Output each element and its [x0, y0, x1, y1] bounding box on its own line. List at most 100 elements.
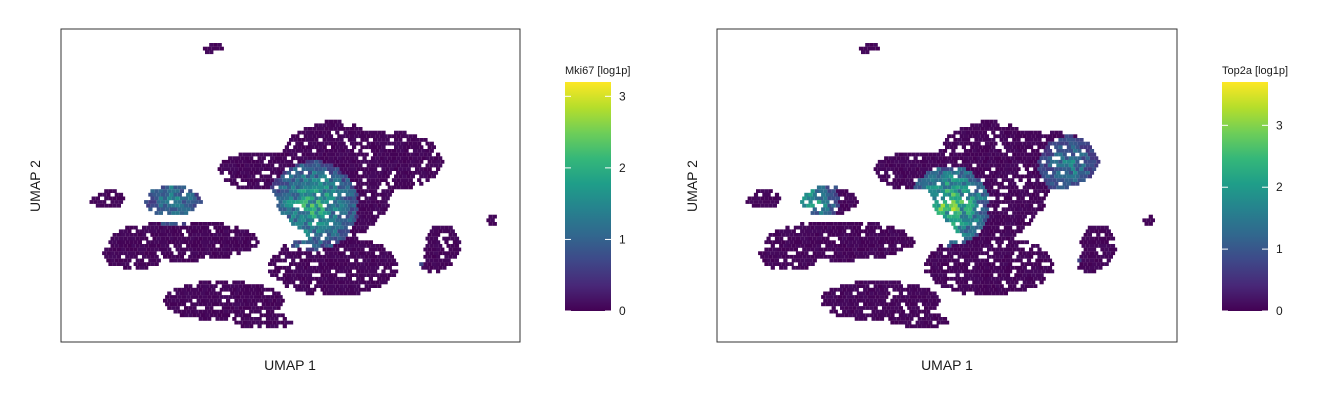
- hexbin-cell: [274, 324, 279, 329]
- colorbar-tick-label: 2: [1276, 180, 1283, 194]
- hexbin-cell: [1068, 141, 1074, 146]
- hexbin-cell: [819, 211, 824, 215]
- hexbin-cell: [894, 233, 899, 237]
- hexbin-cell: [829, 222, 834, 226]
- hexbin-cell: [295, 251, 300, 256]
- hexbin-cell: [331, 218, 336, 223]
- hexbin-cell: [352, 167, 357, 171]
- hexbin-cell: [310, 218, 315, 223]
- hexbin-cell: [888, 229, 893, 234]
- hexbin-cell: [919, 320, 924, 325]
- hexbin-cell: [186, 192, 191, 197]
- hexbin-cell: [816, 185, 822, 190]
- hexbin-cell: [154, 262, 159, 266]
- hexbin-cell: [322, 218, 327, 223]
- hexbin-cell: [793, 225, 798, 230]
- hexbin-cell: [274, 258, 279, 263]
- hexbin-cell: [879, 309, 885, 314]
- hexbin-cell: [989, 170, 994, 175]
- hexbin-cell: [337, 251, 342, 256]
- hexbin-cell: [368, 181, 373, 186]
- hexbin-cell: [251, 284, 256, 288]
- hexbin-cell: [156, 236, 161, 241]
- hexbin-cell: [301, 152, 306, 157]
- hexbin-cell: [207, 309, 212, 314]
- hexbin-cell: [1058, 152, 1063, 157]
- hexbin-cell: [412, 163, 418, 168]
- hexbin-cell: [247, 167, 252, 171]
- hexbin-cell: [1089, 265, 1095, 270]
- hexbin-cell: [1079, 138, 1084, 142]
- hexbin-cell: [282, 244, 287, 248]
- hexbin-cell: [314, 284, 319, 288]
- hexbin-cell: [921, 185, 927, 190]
- hexbin-cell: [1029, 174, 1034, 179]
- hexbin-cell: [1003, 225, 1008, 230]
- hexbin-cell: [768, 247, 773, 252]
- hexbin-cell: [280, 181, 285, 186]
- hexbin-cell: [991, 269, 996, 274]
- hexbin-cell: [398, 167, 403, 171]
- hexbin-cell: [924, 269, 929, 274]
- hexbin-cell: [1087, 247, 1092, 252]
- hexbin-cell: [980, 251, 985, 256]
- hexbin-cell: [190, 295, 195, 299]
- hexbin-cell: [207, 236, 212, 241]
- hexbin-cell: [884, 302, 889, 307]
- hexbin-cell: [167, 298, 172, 303]
- hexbin-cell: [358, 149, 363, 153]
- hexbin-cell: [160, 185, 166, 190]
- hexbin-cell: [280, 152, 285, 157]
- hexbin-cell: [177, 287, 182, 292]
- hexbin-cell: [299, 258, 304, 263]
- hexbin-cell: [427, 247, 432, 252]
- hexbin-cell: [1026, 222, 1032, 226]
- hexbin-cell: [907, 320, 912, 325]
- hexbin-cell: [819, 233, 824, 237]
- hexbin-cell: [488, 214, 493, 219]
- hexbin-cell: [861, 291, 866, 296]
- hexbin-cell: [406, 152, 411, 157]
- hexbin-cell: [454, 236, 460, 241]
- hexbin-cell: [312, 258, 317, 263]
- hexbin-cell: [869, 291, 874, 296]
- hexbin-cell: [276, 269, 281, 274]
- hexbin-cell: [402, 130, 407, 135]
- hexbin-cell: [438, 265, 443, 270]
- hexbin-cell: [333, 127, 338, 131]
- hexbin-cell: [228, 229, 233, 234]
- hexbin-cell: [276, 181, 281, 186]
- hexbin-cell: [926, 295, 931, 299]
- hexbin-cell: [331, 276, 336, 281]
- hexbin-cell: [1022, 134, 1027, 139]
- hexbin-cell: [959, 178, 964, 182]
- hexbin-cell: [118, 200, 124, 204]
- hexbin-cell: [890, 320, 895, 325]
- hexbin-cell: [1035, 258, 1040, 263]
- hexbin-cell: [219, 280, 224, 285]
- hexbin-cell: [827, 254, 832, 259]
- hexbin-cell: [1050, 269, 1055, 274]
- hexbin-cell: [373, 269, 378, 274]
- hexbin-cell: [274, 295, 279, 299]
- hexbin-cell: [261, 295, 266, 299]
- hexbin-cell: [289, 152, 294, 157]
- hexbin-cell: [352, 138, 357, 142]
- hexbin-cell: [192, 203, 197, 208]
- hexbin-cell: [966, 240, 971, 245]
- hexbin-cell: [932, 174, 937, 179]
- hexbin-cell: [812, 192, 817, 197]
- hexbin-cell: [341, 134, 346, 139]
- hexbin-cell: [858, 244, 864, 248]
- hexbin-cell: [194, 236, 199, 241]
- hexbin-cell: [884, 229, 889, 234]
- hexbin-cell: [341, 236, 346, 241]
- hexbin-cell: [255, 181, 260, 186]
- hexbin-cell: [934, 178, 939, 182]
- hexbin-cell: [991, 159, 996, 164]
- hexbin-cell: [982, 233, 987, 237]
- hexbin-cell: [934, 295, 939, 299]
- hexbin-cell: [919, 167, 924, 171]
- hexbin-cell: [242, 284, 247, 288]
- hexbin-cell: [940, 284, 945, 288]
